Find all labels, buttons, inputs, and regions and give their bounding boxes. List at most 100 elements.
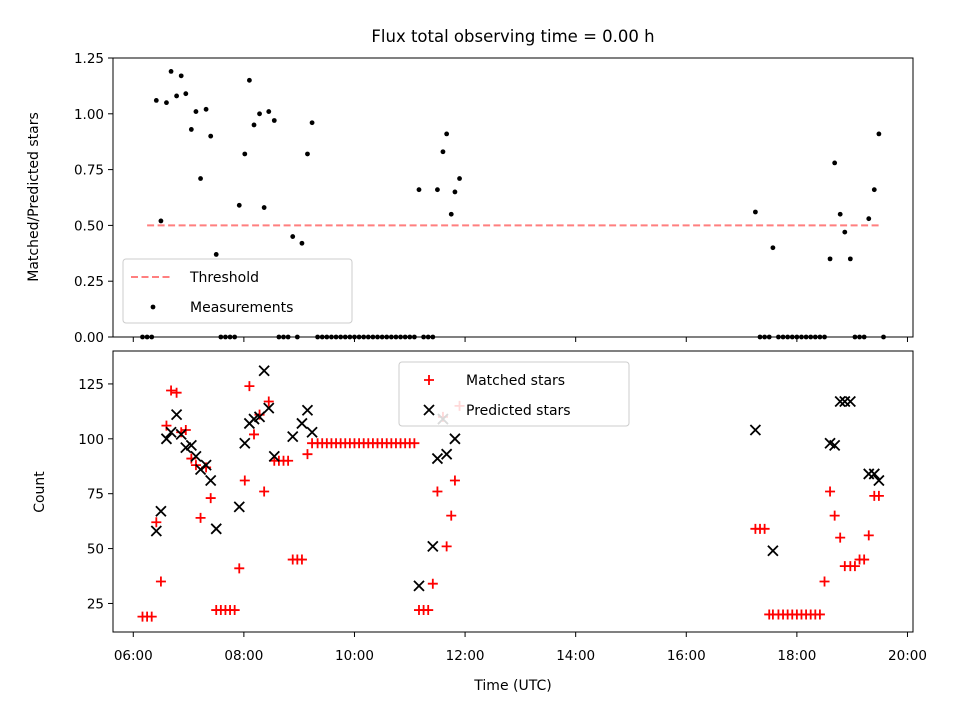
- measurement-point: [871, 187, 877, 193]
- measurement-point: [299, 240, 305, 246]
- matched-star-point: [446, 510, 457, 521]
- measurement-point: [290, 234, 296, 239]
- measurement-point: [271, 118, 277, 123]
- predicted-star-point: [296, 417, 308, 430]
- measurement-point: [168, 68, 174, 74]
- measurement-point: [847, 256, 853, 262]
- matched-star-point: [259, 486, 270, 497]
- y-tick-label: 0.75: [74, 163, 104, 179]
- y-tick-label: 1.00: [74, 107, 104, 123]
- measurement-point: [174, 93, 179, 99]
- x-tick-label: 20:00: [888, 648, 927, 664]
- matched-star-point: [849, 561, 860, 572]
- predicted-star-point: [844, 395, 856, 408]
- matched-star-point: [263, 396, 274, 407]
- matched-star-point: [296, 554, 307, 565]
- y-tick-label: 0.00: [74, 330, 104, 346]
- measurement-point: [448, 211, 454, 217]
- predicted-star-point: [253, 411, 266, 423]
- measurement-point: [457, 176, 462, 181]
- axes-frame: [112, 57, 914, 338]
- matched-star-point: [819, 576, 830, 587]
- axes-frame: [112, 350, 914, 633]
- matched-star-point: [155, 576, 166, 587]
- predicted-star-point: [306, 426, 318, 438]
- measurement-point: [876, 131, 882, 137]
- y-tick-label: 0.50: [74, 218, 104, 234]
- measurement-point: [416, 187, 422, 193]
- matched-star-point: [151, 517, 162, 528]
- x-tick-label: 08:00: [224, 648, 263, 664]
- matched-star-point: [161, 420, 172, 431]
- measurement-point: [770, 245, 776, 251]
- measurement-point: [827, 256, 833, 262]
- matched-star-point: [829, 510, 840, 521]
- measurement-point: [444, 131, 450, 137]
- ratio-panel-ylabel: Matched/Predicted stars: [26, 112, 42, 282]
- predicted-star-point: [258, 365, 270, 377]
- measurement-point: [752, 209, 758, 215]
- matched-star-point: [449, 475, 460, 486]
- predicted-star-point: [268, 450, 280, 463]
- predicted-star-point: [155, 505, 167, 517]
- predicted-star-point: [205, 474, 217, 487]
- measurement-point: [266, 109, 272, 114]
- count-panel-ylabel: Count: [32, 471, 48, 513]
- measurement-point: [832, 160, 838, 166]
- legend-label: Matched stars: [466, 373, 565, 389]
- predicted-star-point: [239, 437, 251, 449]
- predicted-star-point: [829, 439, 841, 452]
- measurement-point: [150, 304, 156, 310]
- ratio-panel: 0.00 0.25 0.50 0.75 1.00 1.25 Threshold Measure…: [74, 51, 914, 346]
- measurement-point: [193, 109, 199, 114]
- matched-star-point: [432, 486, 443, 497]
- legend-label: Threshold: [189, 270, 259, 286]
- matched-star-point: [234, 563, 245, 574]
- matched-star-point: [825, 486, 836, 497]
- y-tick-label: 0.25: [74, 274, 104, 290]
- predicted-star-point: [767, 545, 779, 557]
- x-tick-label: 18:00: [777, 648, 816, 664]
- matched-star-point: [759, 523, 770, 534]
- legend-label: Predicted stars: [466, 403, 571, 419]
- measurement-point: [183, 91, 189, 97]
- matched-star-point: [166, 385, 177, 396]
- predicted-star-point: [449, 433, 461, 445]
- legend-label: Measurements: [190, 300, 293, 316]
- x-tick-label: 14:00: [556, 648, 595, 664]
- measurement-point: [440, 149, 446, 155]
- measurement-point: [158, 218, 164, 224]
- measurement-point: [261, 205, 267, 210]
- chart-title: Flux total observing time = 0.00 h: [371, 27, 654, 46]
- predicted-star-point: [165, 426, 177, 438]
- predicted-star-point: [413, 580, 425, 592]
- predicted-star-point: [868, 468, 880, 480]
- predicted-star-point: [834, 395, 846, 408]
- x-tick-label: 16:00: [667, 648, 706, 664]
- legend-box: [122, 258, 353, 324]
- predicted-star-point: [150, 525, 162, 537]
- y-tick-label: 75: [87, 487, 104, 503]
- predicted-star-point: [873, 474, 885, 487]
- predicted-star-point: [287, 430, 299, 443]
- predicted-star-point: [210, 523, 222, 535]
- measurement-point: [153, 98, 159, 103]
- y-tick-label: 125: [78, 377, 104, 393]
- matched-star-point: [249, 429, 260, 440]
- predicted-star-point: [263, 402, 275, 414]
- matched-star-point: [814, 609, 825, 620]
- matched-star-point: [302, 449, 313, 460]
- measurement-point: [866, 216, 872, 222]
- predicted-star-point: [190, 450, 202, 463]
- matched-star-point: [427, 578, 438, 589]
- legend-box: [398, 361, 630, 427]
- y-tick-label: 25: [87, 596, 104, 612]
- matched-star-point: [283, 455, 294, 466]
- predicted-star-point: [200, 459, 212, 471]
- predicted-star-point: [185, 439, 197, 452]
- measurement-point: [188, 127, 194, 132]
- matched-star-point: [244, 381, 255, 392]
- measurement-point: [213, 252, 219, 257]
